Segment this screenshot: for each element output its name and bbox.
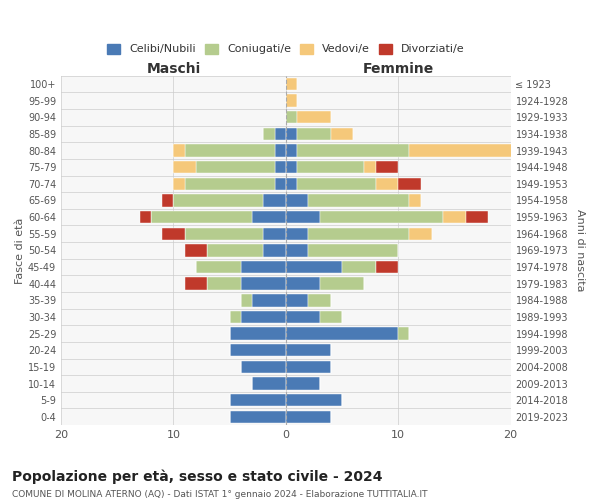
Bar [286, 261, 342, 274]
Bar [398, 178, 421, 190]
Bar [263, 194, 286, 206]
Y-axis label: Anni di nascita: Anni di nascita [575, 209, 585, 292]
Bar [286, 128, 297, 140]
Bar [409, 228, 432, 240]
Bar [151, 211, 252, 224]
Bar [275, 161, 286, 173]
Bar [409, 194, 421, 206]
Bar [286, 144, 297, 157]
Bar [173, 194, 263, 206]
Bar [263, 244, 286, 256]
Bar [286, 194, 308, 206]
Bar [252, 378, 286, 390]
Bar [241, 278, 286, 290]
Bar [320, 278, 364, 290]
Bar [364, 161, 376, 173]
Text: Popolazione per età, sesso e stato civile - 2024: Popolazione per età, sesso e stato civil… [12, 470, 383, 484]
Legend: Celibi/Nubili, Coniugati/e, Vedovi/e, Divorziati/e: Celibi/Nubili, Coniugati/e, Vedovi/e, Di… [103, 40, 469, 59]
Bar [173, 144, 185, 157]
Bar [376, 161, 398, 173]
Bar [286, 161, 297, 173]
Bar [185, 278, 207, 290]
Bar [409, 144, 522, 157]
Bar [263, 128, 275, 140]
Bar [185, 144, 275, 157]
Bar [286, 328, 398, 340]
Bar [320, 310, 342, 323]
Bar [140, 211, 151, 224]
Bar [173, 161, 196, 173]
Bar [286, 310, 320, 323]
Bar [297, 178, 376, 190]
Bar [252, 211, 286, 224]
Bar [308, 194, 409, 206]
Bar [376, 178, 398, 190]
Bar [230, 394, 286, 406]
Bar [286, 410, 331, 423]
Bar [230, 310, 241, 323]
Bar [286, 211, 320, 224]
Bar [241, 310, 286, 323]
Bar [185, 178, 275, 190]
Bar [263, 228, 286, 240]
Bar [286, 360, 331, 373]
Bar [275, 128, 286, 140]
Bar [207, 244, 263, 256]
Bar [297, 161, 364, 173]
Bar [286, 94, 297, 107]
Bar [331, 128, 353, 140]
Bar [320, 211, 443, 224]
Bar [286, 344, 331, 356]
Bar [466, 211, 488, 224]
Bar [297, 128, 331, 140]
Bar [230, 328, 286, 340]
Bar [286, 394, 342, 406]
Bar [286, 378, 320, 390]
Bar [376, 261, 398, 274]
Text: COMUNE DI MOLINA ATERNO (AQ) - Dati ISTAT 1° gennaio 2024 - Elaborazione TUTTITA: COMUNE DI MOLINA ATERNO (AQ) - Dati ISTA… [12, 490, 427, 499]
Bar [241, 261, 286, 274]
Bar [207, 278, 241, 290]
Bar [162, 194, 173, 206]
Bar [286, 111, 297, 124]
Bar [230, 410, 286, 423]
Bar [241, 294, 252, 306]
Bar [342, 261, 376, 274]
Bar [308, 244, 398, 256]
Bar [196, 261, 241, 274]
Bar [286, 278, 320, 290]
Bar [173, 178, 185, 190]
Bar [275, 144, 286, 157]
Y-axis label: Fasce di età: Fasce di età [15, 217, 25, 284]
Text: Maschi: Maschi [146, 62, 200, 76]
Bar [196, 161, 275, 173]
Bar [286, 294, 308, 306]
Bar [286, 244, 308, 256]
Bar [286, 228, 308, 240]
Bar [185, 244, 207, 256]
Bar [297, 111, 331, 124]
Bar [162, 228, 185, 240]
Bar [286, 178, 297, 190]
Bar [275, 178, 286, 190]
Bar [308, 294, 331, 306]
Bar [443, 211, 466, 224]
Bar [241, 360, 286, 373]
Bar [398, 328, 409, 340]
Text: Femmine: Femmine [362, 62, 434, 76]
Bar [308, 228, 409, 240]
Bar [185, 228, 263, 240]
Bar [252, 294, 286, 306]
Bar [286, 78, 297, 90]
Bar [230, 344, 286, 356]
Bar [297, 144, 409, 157]
